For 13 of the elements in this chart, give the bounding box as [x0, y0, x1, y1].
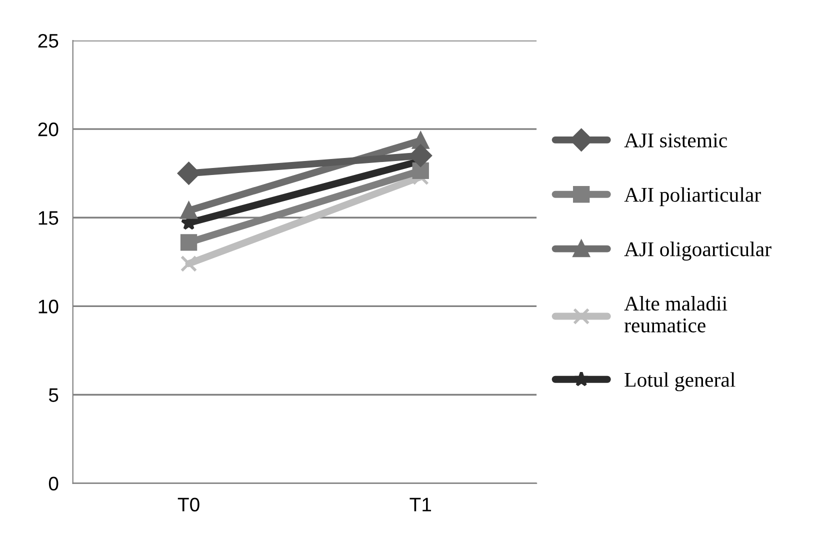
legend-label: AJI poliarticular [624, 187, 761, 206]
legend-label: Lotul general [624, 372, 736, 392]
legend-label: AJI oligoarticular [624, 242, 772, 261]
x-tick-label: T1 [410, 498, 432, 512]
y-tick-label: 10 [38, 300, 58, 314]
y-tick-label: 0 [48, 476, 58, 491]
legend-label: Alte maladii reumatice [624, 296, 728, 332]
y-tick-label: 20 [38, 122, 58, 136]
y-tick-label: 25 [38, 34, 58, 48]
y-tick-label: 15 [38, 211, 58, 225]
x-tick-label: T0 [178, 498, 200, 512]
legend-label: AJI sistemic [624, 133, 727, 148]
y-tick-label: 5 [48, 388, 58, 402]
